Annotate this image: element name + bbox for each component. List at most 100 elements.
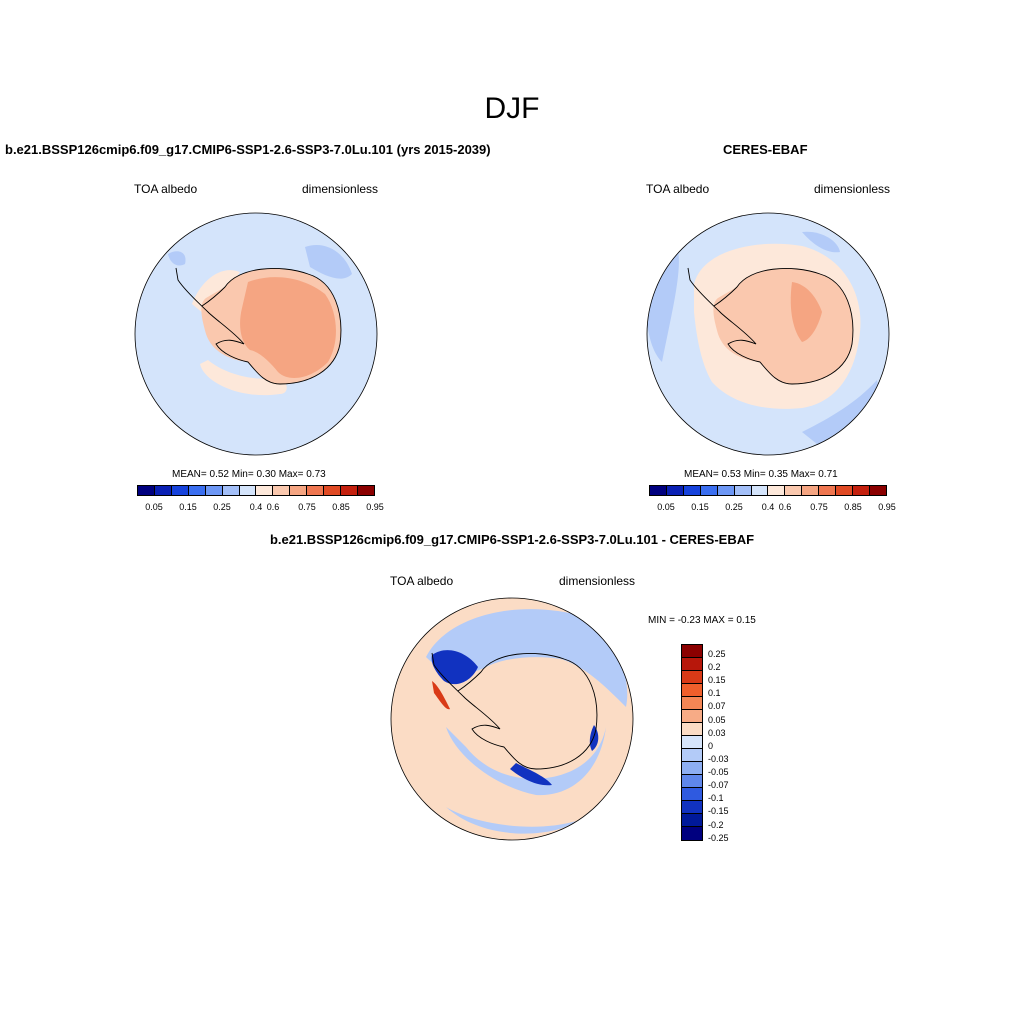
model-ocean-patch xyxy=(305,245,352,279)
model-colorbar-swatch xyxy=(307,486,325,495)
diff-colorbar-tick-label: 0.2 xyxy=(708,661,721,672)
obs-colorbar-swatch xyxy=(683,486,701,495)
diff-colorbar-tick-label: -0.2 xyxy=(708,819,724,830)
diff-colorbar-tick-label: -0.1 xyxy=(708,793,724,804)
diff-colorbar-swatch xyxy=(682,710,702,723)
diff-polar-map xyxy=(390,597,634,841)
diff-neg-region-top xyxy=(426,609,628,707)
diff-colorbar-tick-label: -0.05 xyxy=(708,767,729,778)
model-colorbar-swatch xyxy=(357,486,374,495)
obs-colorbar-tick-label: 0.25 xyxy=(725,502,743,512)
model-colorbar-swatch xyxy=(273,486,291,495)
model-coastline xyxy=(175,267,342,385)
model-colorbar-swatch xyxy=(138,486,155,495)
obs-colorbar-swatch xyxy=(751,486,769,495)
diff-colorbar-swatch xyxy=(682,775,702,788)
diff-neg-region-ring xyxy=(446,727,606,796)
figure-title: DJF xyxy=(484,92,540,125)
obs-colorbar-swatch xyxy=(819,486,837,495)
diff-variable-label: TOA albedo xyxy=(390,574,454,588)
model-colorbar-swatch xyxy=(154,486,172,495)
diff-colorbar-swatch xyxy=(682,827,702,840)
diff-colorbar-swatch xyxy=(682,788,702,801)
obs-colorbar-tick-label: 0.05 xyxy=(657,502,675,512)
model-ocean-patch-2 xyxy=(168,251,186,266)
model-colorbar-tick-label: 0.95 xyxy=(366,502,384,512)
obs-colorbar-tick-label: 0.85 xyxy=(844,502,862,512)
obs-colorbar-swatch xyxy=(768,486,786,495)
obs-coastline xyxy=(687,267,854,385)
diff-coastline xyxy=(431,652,598,770)
obs-colorbar-swatch xyxy=(717,486,735,495)
model-colorbar-tick-label: 0.6 xyxy=(266,502,280,512)
obs-colorbar-swatch xyxy=(836,486,854,495)
obs-colorbar-swatch xyxy=(869,486,886,495)
diff-strong-neg-ross xyxy=(510,763,552,786)
obs-colorbar-swatch xyxy=(700,486,718,495)
model-panel-title: b.e21.BSSP126cmip6.f09_g17.CMIP6-SSP1-2.… xyxy=(5,142,491,157)
diff-colorbar-tick-label: 0.1 xyxy=(708,688,721,699)
diff-colorbar-swatch xyxy=(682,658,702,671)
diff-colorbar-swatch xyxy=(682,645,702,658)
obs-stats: MEAN= 0.53 Min= 0.35 Max= 0.71 xyxy=(684,469,838,480)
obs-colorbar-swatch xyxy=(666,486,684,495)
obs-colorbar: 0.05 0.15 0.25 0.4 0.6 0.75 0.85 0.95 xyxy=(649,485,896,516)
diff-colorbar-tick-label: 0 xyxy=(708,740,714,751)
diff-colorbar-swatch xyxy=(682,671,702,684)
obs-colorbar-swatch xyxy=(734,486,752,495)
diff-colorbar-tick-label: -0.25 xyxy=(708,832,729,843)
model-colorbar-tick-label: 0.15 xyxy=(179,502,197,512)
obs-colorbar-swatch xyxy=(650,486,667,495)
diff-colorbar-tick-label: 0.03 xyxy=(708,727,726,738)
obs-antarctica xyxy=(713,268,853,384)
model-colorbar-swatch xyxy=(171,486,189,495)
model-colorbar-swatch xyxy=(222,486,240,495)
obs-variable-label: TOA albedo xyxy=(646,182,710,196)
diff-strong-neg-east xyxy=(589,725,599,751)
diff-colorbar-tick-label: -0.07 xyxy=(708,780,729,791)
obs-colorbar-swatch xyxy=(853,486,870,495)
diff-colorbar: 0.25 0.2 0.15 0.1 0.07 0.05 0.03 0 -0.03 -0.05 -0.… xyxy=(681,644,741,843)
obs-colorbar-tick-label: 0.4 xyxy=(761,502,775,512)
model-colorbar-swatch xyxy=(188,486,206,495)
diff-colorbar-swatch xyxy=(682,762,702,775)
diff-colorbar-tick-label: 0.25 xyxy=(708,648,726,659)
model-colorbar-swatch xyxy=(256,486,274,495)
model-colorbar-tick-label: 0.4 xyxy=(249,502,263,512)
model-colorbar-swatch xyxy=(290,486,308,495)
model-colorbar-tick-label: 0.25 xyxy=(213,502,231,512)
diff-colorbar-swatch xyxy=(682,801,702,814)
diff-stats: MIN = -0.23 MAX = 0.15 xyxy=(648,615,756,626)
model-colorbar-tick-label: 0.75 xyxy=(298,502,316,512)
obs-units-label: dimensionless xyxy=(814,182,891,196)
model-colorbar-tick-label: 0.85 xyxy=(332,502,350,512)
obs-polar-map xyxy=(646,212,890,456)
diff-units-label: dimensionless xyxy=(559,574,636,588)
model-polar-map xyxy=(134,212,378,456)
model-colorbar-tick-label: 0.05 xyxy=(145,502,163,512)
diff-colorbar-swatch xyxy=(682,684,702,697)
model-colorbar-swatch xyxy=(324,486,342,495)
diff-colorbar-swatch xyxy=(682,723,702,736)
diff-colorbar-swatch xyxy=(682,736,702,749)
obs-colorbar-swatch xyxy=(785,486,803,495)
diff-colorbar-tick-label: -0.15 xyxy=(708,806,729,817)
model-stats: MEAN= 0.52 Min= 0.30 Max= 0.73 xyxy=(172,469,326,480)
diff-colorbar-tick-label: 0.15 xyxy=(708,675,726,686)
obs-ocean-patch-bottom xyxy=(802,380,878,448)
obs-colorbar-tick-label: 0.6 xyxy=(778,502,792,512)
obs-colorbar-tick-label: 0.95 xyxy=(878,502,896,512)
obs-colorbar-tick-label: 0.15 xyxy=(691,502,709,512)
model-colorbar-swatch xyxy=(205,486,223,495)
obs-antarctica-interior xyxy=(790,282,822,342)
diff-colorbar-swatch xyxy=(682,697,702,710)
model-units-label: dimensionless xyxy=(302,182,379,196)
obs-colorbar-tick-label: 0.75 xyxy=(810,502,828,512)
diff-colorbar-swatch xyxy=(682,749,702,762)
model-colorbar-swatch xyxy=(341,486,358,495)
obs-panel-title: CERES-EBAF xyxy=(723,142,808,157)
diff-colorbar-tick-label: -0.03 xyxy=(708,753,729,764)
obs-colorbar-swatch xyxy=(802,486,820,495)
diff-neg-bottom xyxy=(446,807,576,834)
model-variable-label: TOA albedo xyxy=(134,182,198,196)
